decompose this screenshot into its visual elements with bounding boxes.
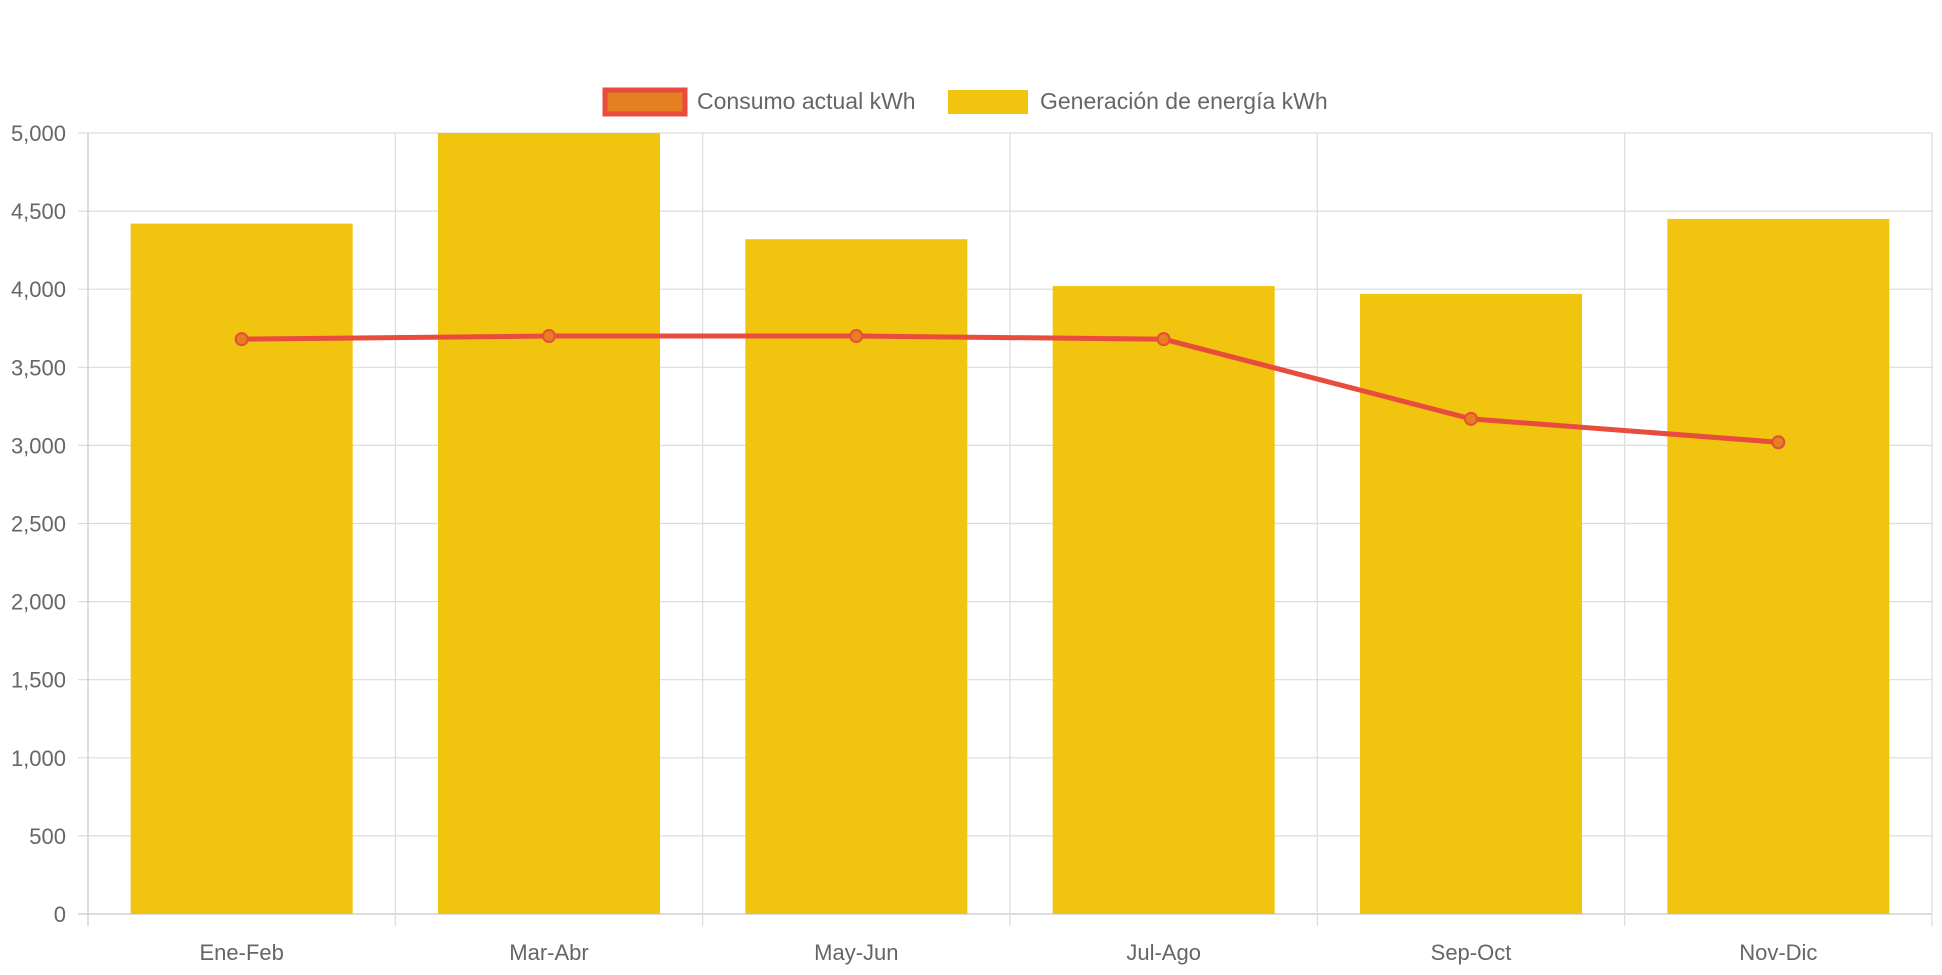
line-consumo-actual [239,333,1781,445]
bar-nov-dic [1667,218,1890,914]
x-tick-label: May-Jun [814,940,898,965]
legend-label-consumo: Consumo actual kWh [697,88,916,114]
x-tick-label: Nov-Dic [1739,940,1817,965]
y-tick-label: 3,500 [11,355,66,380]
point-mar-abr [542,329,556,344]
x-tick-label: Sep-Oct [1431,940,1512,965]
y-tick-label: 2,500 [11,512,66,537]
bar-ene-feb [130,223,353,914]
bar-sep-oct [1360,293,1582,914]
y-tick-label: 4,000 [11,277,66,302]
point-may-jun [849,329,864,344]
y-tick-label: 500 [29,824,66,849]
line-layer [234,329,1786,450]
y-tick-label: 3,000 [11,433,66,458]
y-tick-label: 1,000 [11,746,66,771]
legend-item-generacion[interactable]: Generación de energía kWh [948,88,1328,114]
legend-label-generacion: Generación de energía kWh [1040,88,1328,114]
y-tick-label: 4,500 [11,199,66,224]
grid-layer [78,132,1933,926]
y-tick-label: 1,500 [11,668,66,693]
x-tick-label: Jul-Ago [1126,940,1201,965]
point-nov-dic [1771,435,1786,450]
point-ene-feb [234,332,249,347]
point-jul-ago [1156,332,1171,347]
legend[interactable]: Consumo actual kWh Generación de energía … [602,87,1328,117]
x-tick-label: Mar-Abr [509,940,588,965]
bar-may-jun [745,239,968,914]
point-sep-oct [1464,411,1478,426]
axis-layer: 0 500 1,000 1,500 2,000 2,500 3,000 3,500 4,000 4… [11,121,1818,965]
legend-item-consumo[interactable]: Consumo actual kWh [602,87,916,117]
legend-swatch-generacion [948,90,1028,114]
legend-swatch-consumo [602,87,688,117]
bar-jul-ago [1052,286,1275,914]
x-tick-label: Ene-Feb [199,940,283,965]
bar-mar-abr [438,133,660,914]
y-tick-label: 5,000 [11,121,66,146]
y-tick-label: 0 [54,902,66,927]
y-tick-label: 2,000 [11,590,66,615]
